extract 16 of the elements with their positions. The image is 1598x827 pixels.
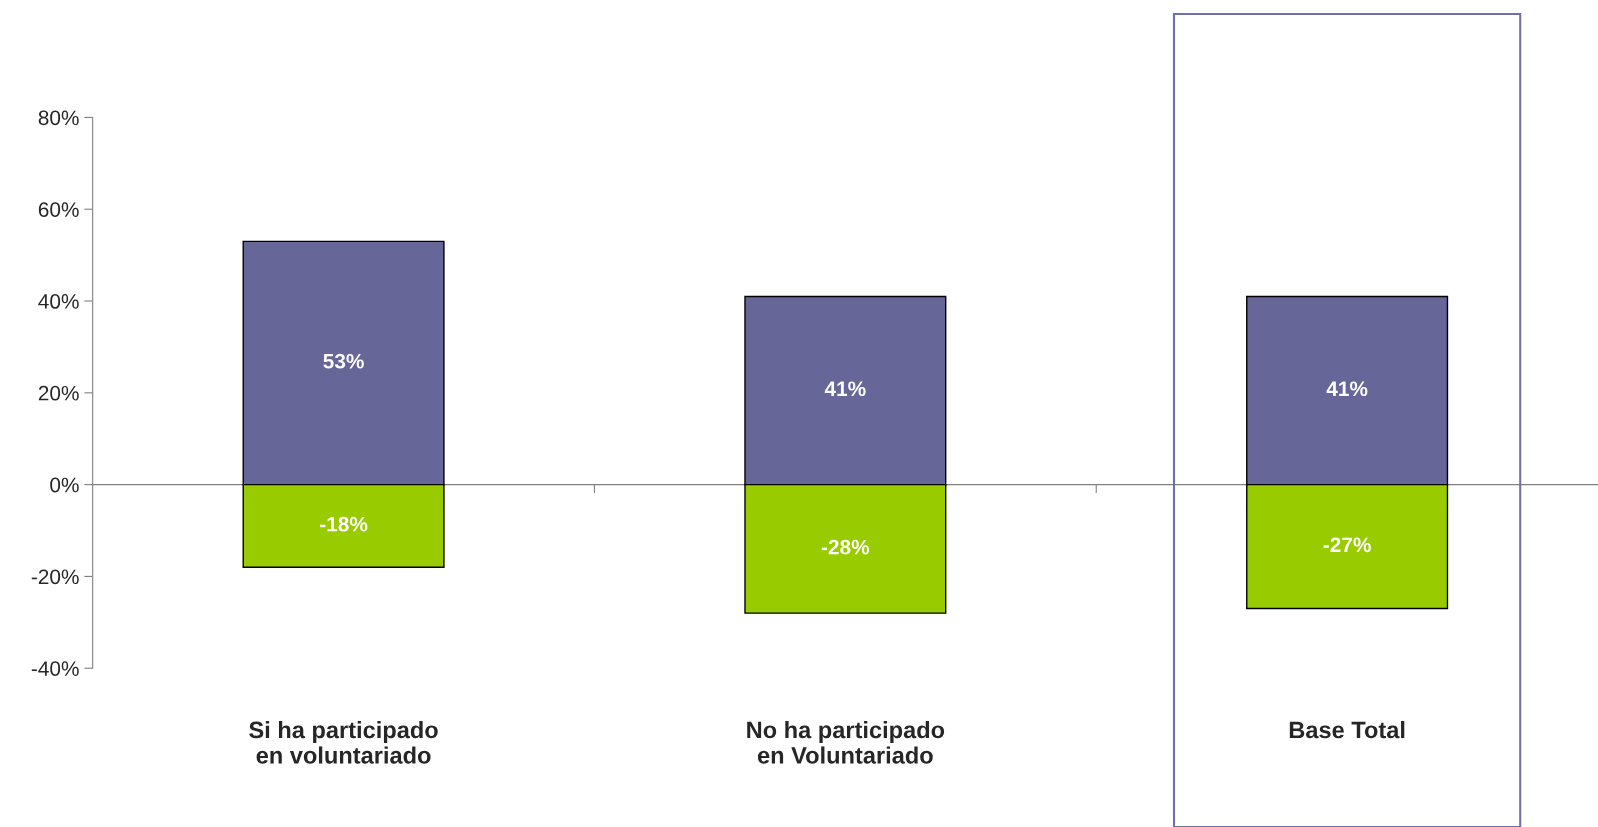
- y-tick-label: 80%: [38, 110, 79, 126]
- y-tick-label: 40%: [38, 294, 79, 309]
- y-tick-label: 0%: [50, 477, 79, 493]
- x-tick-label: Si ha participado en voluntariado: [249, 720, 438, 764]
- data-label: -28%: [821, 539, 870, 555]
- x-tick-label: Base Total: [1289, 720, 1405, 739]
- y-tick-label: -40%: [31, 661, 79, 676]
- data-label: 41%: [824, 381, 866, 397]
- y-tick-label: -20%: [31, 569, 79, 585]
- y-tick-label: 60%: [38, 202, 79, 217]
- data-label: 53%: [323, 353, 364, 369]
- x-tick-label: No ha participado en Voluntariado: [747, 720, 945, 764]
- y-tick-label: 20%: [38, 385, 79, 401]
- data-label: 41%: [1326, 381, 1368, 397]
- data-label: -18%: [320, 516, 368, 532]
- data-label: -27%: [1323, 537, 1371, 553]
